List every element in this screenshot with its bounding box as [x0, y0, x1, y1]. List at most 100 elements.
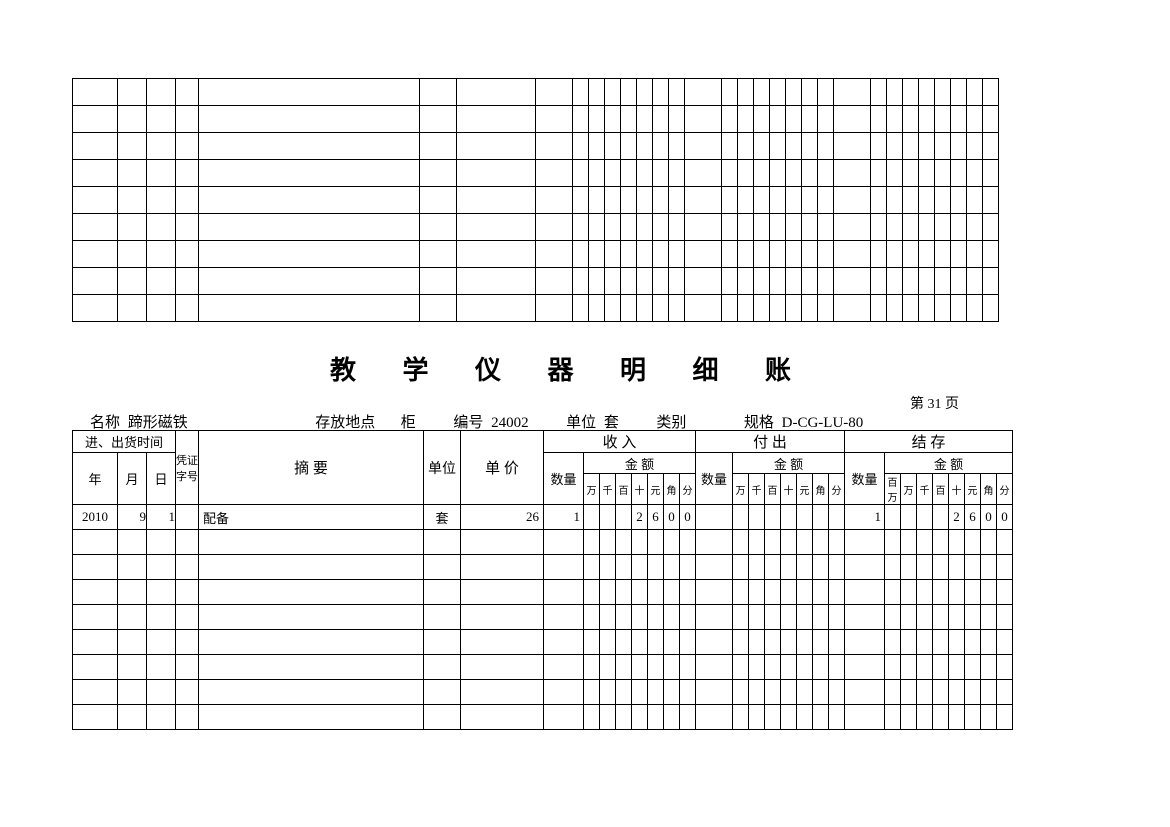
cell [887, 106, 903, 133]
cell [813, 580, 829, 605]
cell [919, 214, 935, 241]
cell [600, 580, 616, 605]
cell [536, 295, 573, 322]
cell [733, 680, 749, 705]
cell [118, 268, 147, 295]
cell [600, 705, 616, 730]
cell [118, 630, 147, 655]
cell [919, 295, 935, 322]
cell [680, 630, 696, 655]
cell [983, 214, 999, 241]
cell [781, 605, 797, 630]
cell-income-digit: 0 [680, 505, 696, 530]
cell [461, 605, 544, 630]
cell [829, 655, 845, 680]
cell [73, 580, 118, 605]
cell [901, 630, 917, 655]
cell-outgoing-digit [813, 505, 829, 530]
cell [749, 680, 765, 705]
cell [680, 655, 696, 680]
cell-year: 2010 [73, 505, 118, 530]
cell [802, 133, 818, 160]
cell [653, 214, 669, 241]
cell [919, 106, 935, 133]
top-blank-row [73, 106, 999, 133]
cell [600, 630, 616, 655]
cell [738, 106, 754, 133]
cell [903, 241, 919, 268]
cell [951, 133, 967, 160]
blank-row [73, 580, 1013, 605]
cell [544, 705, 584, 730]
cell [118, 605, 147, 630]
cell [983, 295, 999, 322]
cell [781, 530, 797, 555]
cell [632, 630, 648, 655]
cell [457, 268, 536, 295]
cell [933, 705, 949, 730]
cell [983, 241, 999, 268]
cell [871, 106, 887, 133]
cell [600, 530, 616, 555]
cell [935, 214, 951, 241]
cell [457, 133, 536, 160]
cell [797, 530, 813, 555]
cell [802, 160, 818, 187]
cell [420, 160, 457, 187]
cell [616, 630, 632, 655]
header-digit: 十 [949, 474, 965, 505]
cell [871, 241, 887, 268]
cell [834, 295, 871, 322]
cell [722, 241, 738, 268]
cell [951, 241, 967, 268]
top-blank-row [73, 295, 999, 322]
cell [813, 530, 829, 555]
cell [983, 187, 999, 214]
cell [544, 655, 584, 680]
header-income: 收 入 [544, 431, 696, 453]
header-digit: 十 [781, 474, 797, 505]
cell [818, 241, 834, 268]
cell [199, 295, 420, 322]
cell [802, 106, 818, 133]
cell [147, 580, 176, 605]
cell-balance-digit [917, 505, 933, 530]
cell [176, 133, 199, 160]
header-digit: 万 [733, 474, 749, 505]
cell [733, 530, 749, 555]
cell [573, 187, 589, 214]
top-blank-row [73, 241, 999, 268]
cell [118, 580, 147, 605]
cell [845, 680, 885, 705]
cell [621, 214, 637, 241]
cell-income-digit [600, 505, 616, 530]
cell [536, 187, 573, 214]
cell [147, 605, 176, 630]
cell [147, 530, 176, 555]
cell [738, 187, 754, 214]
cell [781, 580, 797, 605]
cell [544, 605, 584, 630]
cell [605, 106, 621, 133]
cell [584, 580, 600, 605]
cell [696, 605, 733, 630]
cell [73, 655, 118, 680]
blank-row [73, 530, 1013, 555]
cell [147, 187, 176, 214]
cell [73, 555, 118, 580]
cell [605, 214, 621, 241]
cell [420, 187, 457, 214]
cell [457, 160, 536, 187]
cell [834, 106, 871, 133]
cell [765, 680, 781, 705]
cell-outgoing-qty [696, 505, 733, 530]
cell [901, 655, 917, 680]
cell [981, 605, 997, 630]
cell [73, 295, 118, 322]
cell [917, 530, 933, 555]
cell [147, 655, 176, 680]
cell [797, 555, 813, 580]
cell [589, 187, 605, 214]
cell [461, 630, 544, 655]
cell [696, 580, 733, 605]
